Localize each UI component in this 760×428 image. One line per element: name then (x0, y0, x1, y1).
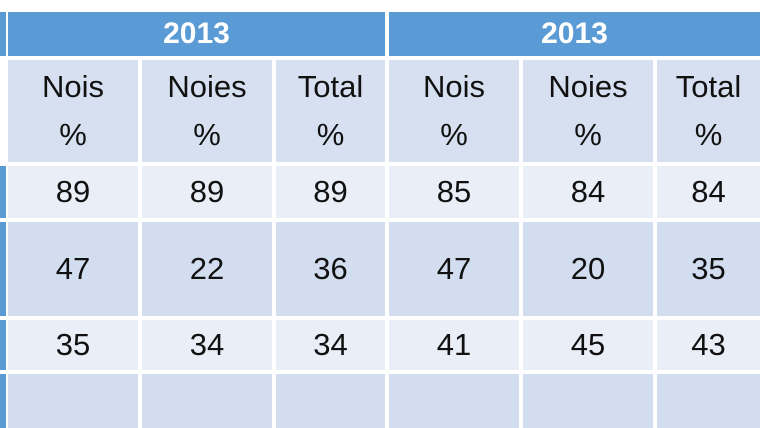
col-header-nois-2: Nois % (389, 60, 519, 162)
year-header-group-1: 2013 (8, 12, 385, 56)
table-cell (523, 374, 653, 428)
left-edge-header (0, 12, 6, 56)
col-header-unit: % (574, 117, 602, 152)
col-header-unit: % (440, 117, 468, 152)
col-header-label: Total (297, 69, 364, 104)
col-header-nois-1: Nois % (8, 60, 138, 162)
table-cell: 85 (389, 166, 519, 218)
left-edge-row-2 (0, 222, 6, 316)
table-cell: 89 (142, 166, 272, 218)
table-cell (657, 374, 760, 428)
col-header-label: Nois (41, 69, 104, 104)
table-cell: 84 (657, 166, 760, 218)
col-header-label: Noies (167, 69, 247, 104)
table-cell: 34 (276, 320, 385, 370)
table-cell (276, 374, 385, 428)
left-edge-row-1 (0, 166, 6, 218)
table-cell: 35 (657, 222, 760, 316)
table-cell (142, 374, 272, 428)
col-header-total-2: Total % (657, 60, 760, 162)
left-edge-row-4 (0, 374, 6, 428)
table-cell: 36 (276, 222, 385, 316)
col-header-label: Total (675, 69, 742, 104)
table-cell: 41 (389, 320, 519, 370)
table-cell: 89 (276, 166, 385, 218)
col-header-unit: % (59, 117, 87, 152)
table-cell: 89 (8, 166, 138, 218)
table-cell: 43 (657, 320, 760, 370)
col-header-unit: % (694, 117, 723, 152)
table-cell: 47 (389, 222, 519, 316)
col-header-label: Noies (548, 69, 628, 104)
table-cell: 47 (8, 222, 138, 316)
left-edge-row-3 (0, 320, 6, 370)
col-header-unit: % (316, 117, 345, 152)
table-cell: 22 (142, 222, 272, 316)
table-cell: 84 (523, 166, 653, 218)
col-header-noies-1: Noies % (142, 60, 272, 162)
table-cell: 35 (8, 320, 138, 370)
table-cell (389, 374, 519, 428)
col-header-total-1: Total % (276, 60, 385, 162)
col-header-label: Nois (422, 69, 485, 104)
table-cell: 20 (523, 222, 653, 316)
table-cell: 45 (523, 320, 653, 370)
col-header-noies-2: Noies % (523, 60, 653, 162)
table-cell: 34 (142, 320, 272, 370)
table-cell (8, 374, 138, 428)
col-header-unit: % (193, 117, 221, 152)
year-header-group-2: 2013 (389, 12, 760, 56)
